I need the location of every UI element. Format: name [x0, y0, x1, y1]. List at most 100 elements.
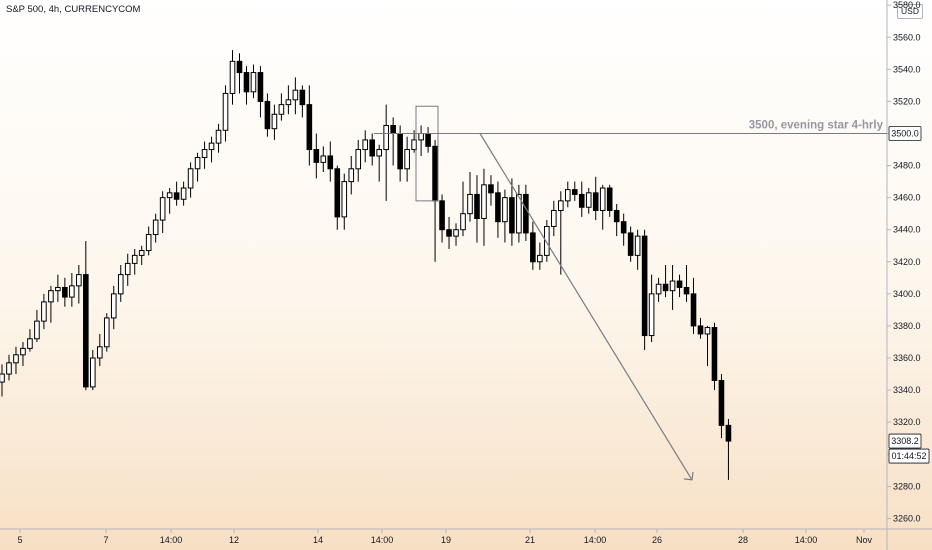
x-tick-label: 7	[103, 535, 108, 545]
countdown-label: 01:44:52	[891, 451, 926, 461]
candle-body	[641, 235, 648, 337]
y-tick-label: 3560.0	[893, 32, 921, 42]
candle-body	[571, 189, 578, 195]
candle-body	[48, 290, 54, 303]
x-tick-label: 14:00	[584, 535, 607, 545]
candle-body	[117, 274, 124, 295]
y-tick-label: 3320.0	[893, 417, 921, 427]
candle-body	[250, 72, 257, 93]
x-tick-label: 5	[17, 535, 22, 545]
candle-body	[131, 254, 138, 264]
candle-body	[27, 338, 33, 349]
candle-body	[397, 133, 403, 170]
candle-body	[271, 113, 278, 130]
candle-body	[697, 325, 704, 335]
candle-body	[194, 157, 201, 170]
trend-arrow	[479, 133, 693, 481]
candle-body	[564, 189, 571, 202]
candle-body	[20, 347, 26, 356]
candle-body	[264, 100, 271, 130]
candle-body	[6, 362, 12, 375]
x-tick-label: 21	[525, 535, 535, 545]
candle-body	[278, 104, 285, 115]
candle-body	[502, 197, 508, 223]
x-tick-label: 14	[313, 535, 323, 545]
y-tick-label: 3580.0	[893, 0, 921, 10]
candle-body	[110, 293, 117, 319]
x-tick-label: 14:00	[160, 535, 183, 545]
candle-body	[103, 317, 110, 348]
candle-body	[257, 72, 264, 102]
candle-body	[558, 200, 564, 211]
evening-star-box	[415, 105, 439, 202]
level-annotation: 3500, evening star 4-hrly	[749, 120, 884, 132]
candle-body	[530, 232, 536, 263]
candle-body	[355, 149, 362, 170]
candle-body	[243, 72, 250, 93]
candle-body	[474, 193, 480, 219]
candle-body	[551, 209, 557, 228]
x-tick-label: 26	[652, 535, 662, 545]
candle-body	[69, 285, 75, 298]
candle-body	[683, 286, 690, 295]
currency-label[interactable]: USD	[897, 4, 923, 19]
candle-body	[599, 187, 606, 211]
candle-body	[516, 193, 522, 234]
candle-body	[145, 234, 152, 252]
candle-body	[341, 181, 348, 218]
candle-body	[369, 139, 376, 157]
x-tick-label: 28	[738, 535, 748, 545]
candle-body	[299, 89, 306, 106]
candle-body	[578, 193, 585, 208]
candle-body	[327, 155, 334, 170]
candle-body	[495, 192, 501, 223]
candle-body	[13, 354, 19, 364]
candle-body	[453, 229, 459, 237]
candle-body	[306, 104, 313, 151]
candle-body	[166, 192, 173, 199]
y-tick-label: 3520.0	[893, 96, 921, 106]
chart-title: S&P 500, 4h, CURRENCYCOM	[6, 4, 141, 15]
candle-body	[404, 149, 410, 170]
candle-body	[376, 149, 382, 157]
candle-body	[390, 124, 396, 134]
candle-body	[690, 293, 697, 327]
candle-body	[313, 149, 320, 163]
countdown-bg	[888, 448, 930, 464]
candle-body	[585, 192, 592, 208]
candle-body	[34, 320, 40, 340]
y-tick-label: 3440.0	[893, 225, 921, 235]
candle-body	[41, 301, 47, 322]
y-tick-label: 3460.0	[893, 193, 921, 203]
candle-body	[439, 200, 445, 231]
y-tick-label: 3380.0	[893, 321, 921, 331]
y-tick-label: 3540.0	[893, 64, 921, 74]
y-tick-label: 3420.0	[893, 257, 921, 267]
candle-body	[711, 327, 718, 381]
candle-body	[187, 168, 194, 189]
candle-body	[362, 139, 369, 151]
candle-body	[236, 60, 243, 74]
y-tick-label: 3480.0	[893, 161, 921, 171]
candle-body	[180, 187, 187, 200]
y-tick-label: 3360.0	[893, 353, 921, 363]
last-price-label: 3308.2	[891, 436, 919, 446]
candle-body	[606, 187, 613, 211]
candle-body	[460, 213, 466, 231]
candle-body	[669, 280, 676, 292]
candle-body	[481, 184, 487, 219]
candle-body	[90, 357, 96, 388]
candle-body	[418, 133, 424, 141]
candle-body	[509, 197, 515, 234]
y-tick-label: 3340.0	[893, 385, 921, 395]
candle-body	[208, 142, 215, 151]
candle-body	[383, 124, 389, 151]
candle-body	[0, 373, 5, 383]
candle-body	[634, 235, 641, 256]
candle-body	[320, 155, 327, 163]
y-tick-label: 3400.0	[893, 289, 921, 299]
x-tick-label: 19	[441, 535, 451, 545]
candle-body	[704, 327, 711, 335]
